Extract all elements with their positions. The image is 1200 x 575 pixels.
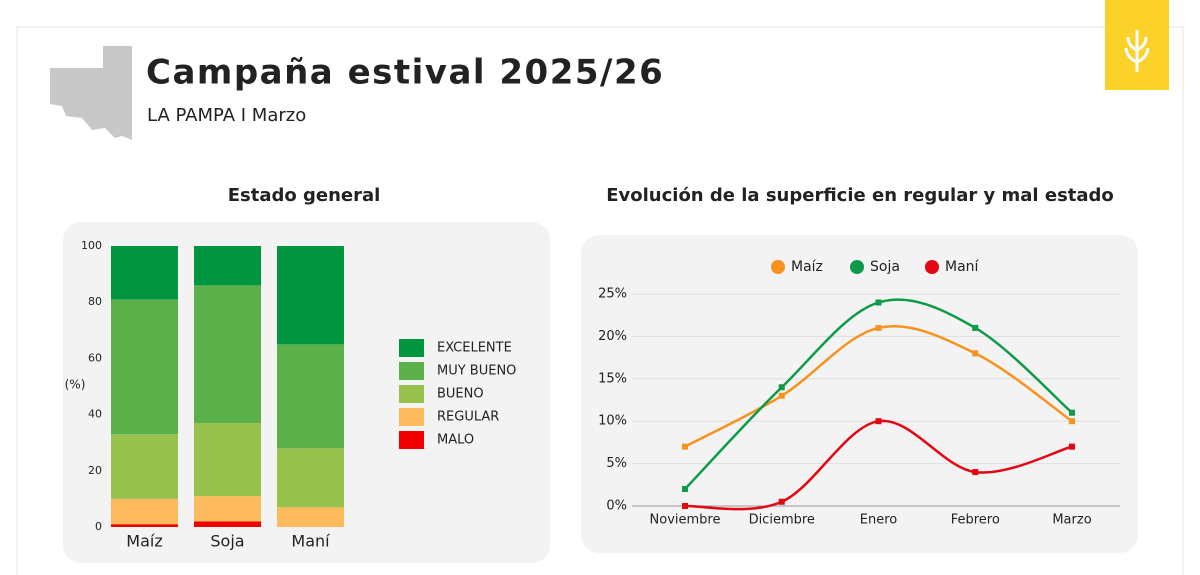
- y-tick-label: 40: [88, 408, 102, 421]
- wheat-icon: [1124, 30, 1150, 72]
- y-tick-label: 0: [95, 520, 102, 533]
- legend-swatch: [399, 339, 424, 357]
- legend-marker: [850, 260, 864, 274]
- bar-segment: [194, 246, 261, 286]
- y-tick-label: 80: [88, 295, 102, 308]
- bar-segment: [194, 423, 261, 497]
- x-tick-label: Febrero: [951, 513, 1000, 528]
- point: [875, 299, 882, 306]
- bar-segment: [111, 524, 178, 527]
- chart-title: Evolución de la superficie en regular y …: [606, 185, 1114, 206]
- point: [1069, 443, 1075, 450]
- legend-marker: [925, 260, 939, 274]
- y-tick-label: 5%: [606, 456, 627, 471]
- legend-swatch: [399, 431, 424, 449]
- bar-segment: [111, 434, 178, 499]
- bar-segment: [111, 246, 178, 300]
- chart-title: Estado general: [228, 185, 381, 206]
- x-tick-label: Diciembre: [749, 513, 815, 528]
- point: [778, 392, 785, 399]
- y-tick-label: 100: [81, 239, 102, 252]
- legend-label: EXCELENTE: [437, 341, 512, 356]
- legend-swatch: [399, 362, 424, 380]
- point: [1069, 418, 1075, 425]
- x-tick-label: Maní: [291, 532, 330, 551]
- point: [972, 469, 979, 476]
- legend-label: Maní: [945, 259, 980, 275]
- y-tick-label: 15%: [598, 371, 627, 386]
- bar-segment: [111, 498, 178, 525]
- x-tick-label: Maíz: [126, 532, 162, 551]
- legend-swatch: [399, 408, 424, 426]
- title: Campaña estival 2025/26: [146, 53, 664, 93]
- subtitle: LA PAMPA I Marzo: [147, 105, 306, 126]
- legend-label: MUY BUENO: [437, 364, 516, 379]
- y-tick-label: 25%: [598, 287, 627, 302]
- bar-segment: [277, 448, 344, 508]
- point: [972, 350, 979, 357]
- y-tick-label: 0%: [606, 499, 627, 514]
- bar-segment: [194, 521, 261, 527]
- panel: [581, 235, 1138, 553]
- point: [682, 443, 688, 450]
- point: [778, 384, 785, 391]
- x-tick-label: Noviembre: [650, 513, 721, 528]
- y-axis-label: (%): [65, 378, 86, 392]
- bar-segment: [277, 507, 344, 527]
- y-tick-label: 60: [88, 351, 102, 364]
- map-icon: [50, 46, 132, 140]
- y-tick-label: 20: [88, 464, 102, 477]
- y-tick-label: 10%: [598, 414, 627, 429]
- point: [682, 486, 688, 493]
- point: [875, 324, 882, 331]
- y-tick-label: 20%: [598, 329, 627, 344]
- x-tick-label: Enero: [860, 513, 898, 528]
- bar-segment: [277, 344, 344, 449]
- x-tick-label: Marzo: [1052, 513, 1091, 528]
- legend-swatch: [399, 385, 424, 403]
- legend-marker: [771, 260, 785, 274]
- bar-segment: [111, 299, 178, 435]
- legend-label: MALO: [437, 433, 474, 448]
- bar-segment: [277, 246, 344, 345]
- point: [1069, 409, 1075, 416]
- point: [778, 498, 785, 505]
- x-tick-label: Soja: [210, 532, 244, 551]
- bar-segment: [194, 285, 261, 424]
- point: [875, 418, 882, 425]
- bar-segment: [194, 496, 261, 522]
- legend-label: Maíz: [791, 259, 823, 275]
- legend-label: BUENO: [437, 387, 484, 402]
- point: [682, 503, 688, 509]
- legend-label: REGULAR: [437, 410, 499, 425]
- legend-label: Soja: [870, 259, 900, 275]
- point: [972, 324, 979, 331]
